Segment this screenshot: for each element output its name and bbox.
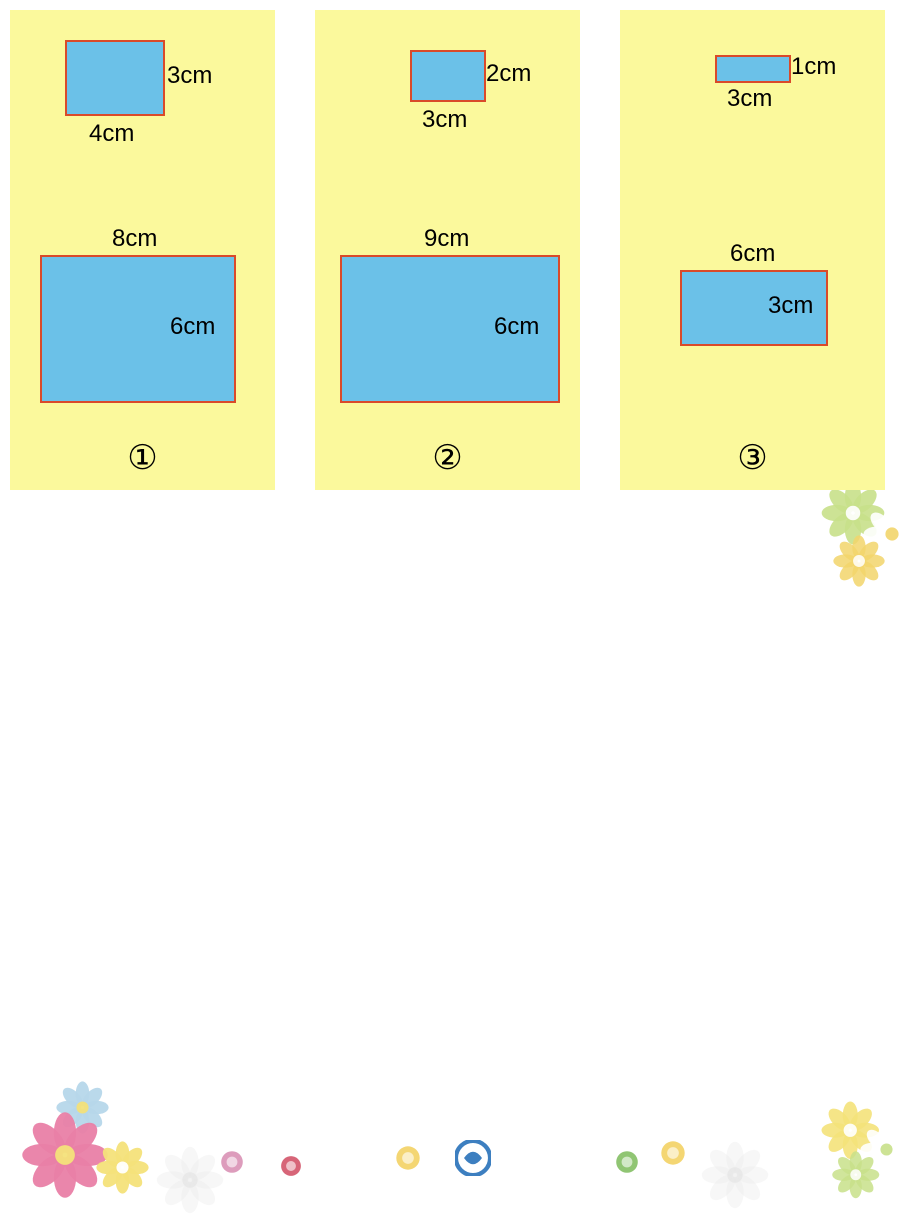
panel-1-small-right-label: 3cm xyxy=(167,62,212,90)
panel-2-small-bottom-label: 3cm xyxy=(422,106,467,134)
panel-2-small-right-label: 2cm xyxy=(486,60,531,88)
panel-1-number: ① xyxy=(10,438,275,478)
panel-2-number: ② xyxy=(315,438,580,478)
flower-decor xyxy=(395,1145,421,1171)
flower-decor xyxy=(700,1140,770,1210)
panel-3: 1cm 3cm 6cm 3cm ③ xyxy=(620,10,885,490)
panel-1-large-right-label: 6cm xyxy=(170,313,215,341)
flower-decor xyxy=(155,1145,225,1215)
flower-decor xyxy=(820,1100,920,1210)
panel-3-large-right-label: 3cm xyxy=(768,292,813,320)
panel-2-large-right-label: 6cm xyxy=(494,313,539,341)
panel-3-large-top-label: 6cm xyxy=(730,240,775,268)
panel-2-large-top-label: 9cm xyxy=(424,225,469,253)
panel-1: 3cm 4cm 8cm 6cm ① xyxy=(10,10,275,490)
panel-2-large-rect: 9cm 6cm xyxy=(340,255,556,399)
panels-row: 3cm 4cm 8cm 6cm ① 2cm 3cm 9cm 6cm ② 1cm … xyxy=(0,0,920,490)
flower-decor xyxy=(280,1155,302,1177)
panel-2-small-rect: 2cm 3cm xyxy=(410,50,482,98)
flower-decor xyxy=(455,1140,491,1176)
panel-3-large-rect: 6cm 3cm xyxy=(680,270,824,342)
panel-3-small-bottom-label: 3cm xyxy=(727,85,772,113)
flower-decor xyxy=(95,1140,150,1195)
panel-3-small-rect: 1cm 3cm xyxy=(715,55,787,79)
panel-3-small-right-label: 1cm xyxy=(791,53,836,81)
flower-decor xyxy=(820,480,920,600)
panel-1-large-rect: 8cm 6cm xyxy=(40,255,232,399)
panel-3-number: ③ xyxy=(620,438,885,478)
flower-decor xyxy=(660,1140,686,1166)
flower-decor xyxy=(615,1150,639,1174)
panel-1-small-bottom-label: 4cm xyxy=(89,120,134,148)
panel-2: 2cm 3cm 9cm 6cm ② xyxy=(315,10,580,490)
panel-1-large-top-label: 8cm xyxy=(112,225,157,253)
panel-1-small-rect: 3cm 4cm xyxy=(65,40,161,112)
